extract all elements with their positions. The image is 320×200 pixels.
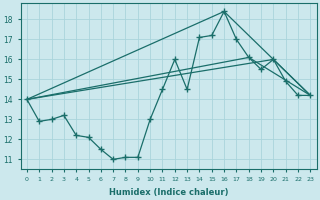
X-axis label: Humidex (Indice chaleur): Humidex (Indice chaleur) <box>109 188 228 197</box>
